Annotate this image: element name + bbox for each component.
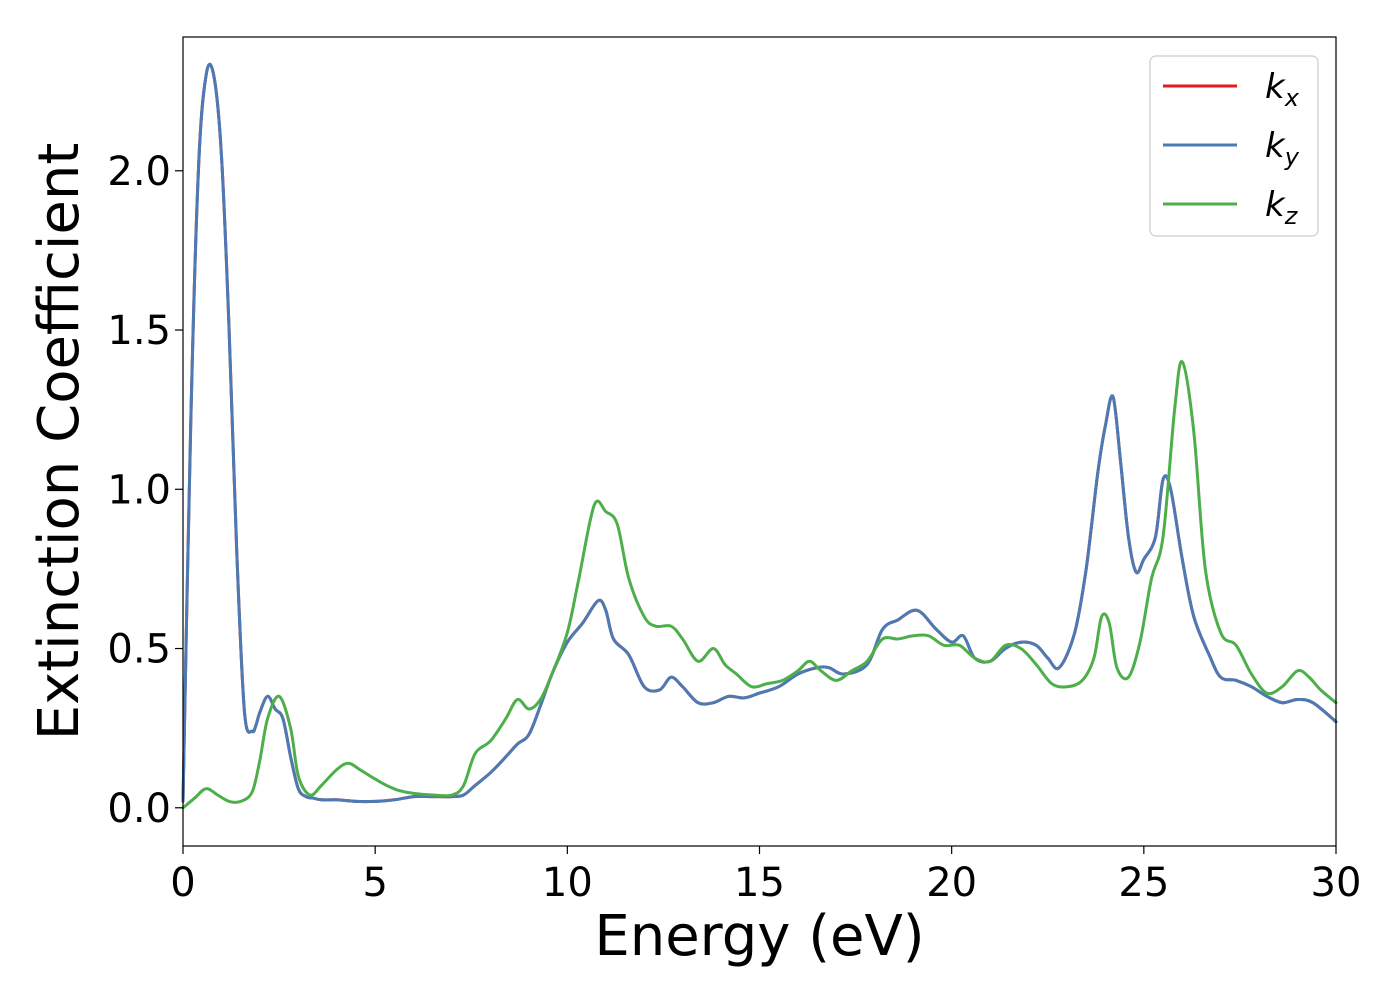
x-axis-ticks: 0 5 10 15 20 25 30	[170, 846, 1361, 906]
y-axis-title: Extinction Coefficient	[27, 143, 92, 741]
x-tick-label: 15	[734, 860, 785, 906]
series-line-k-z	[181, 360, 1338, 810]
y-tick-label: 2.0	[107, 149, 171, 195]
legend-label-k-z: kz	[1265, 185, 1299, 230]
y-tick-label: 1.5	[107, 308, 171, 354]
legend-label-k-y: ky	[1265, 126, 1300, 171]
x-tick-label: 5	[362, 860, 387, 906]
x-tick-label: 25	[1118, 860, 1169, 906]
x-tick-label: 30	[1311, 860, 1362, 906]
series-line-k-y	[181, 62, 1338, 804]
y-axis-ticks: 0.0 0.5 1.0 1.5 2.0	[107, 149, 183, 832]
y-tick-label: 0.5	[107, 627, 171, 673]
legend: kx ky kz	[1149, 55, 1319, 237]
legend-label-k-x: kx	[1265, 67, 1300, 112]
x-tick-label: 10	[542, 860, 593, 906]
x-tick-label: 20	[926, 860, 977, 906]
x-axis-title: Energy (eV)	[594, 904, 924, 969]
series-lines	[181, 62, 1338, 810]
x-tick-label: 0	[170, 860, 195, 906]
y-tick-label: 0.0	[107, 786, 171, 832]
y-tick-label: 1.0	[107, 467, 171, 513]
